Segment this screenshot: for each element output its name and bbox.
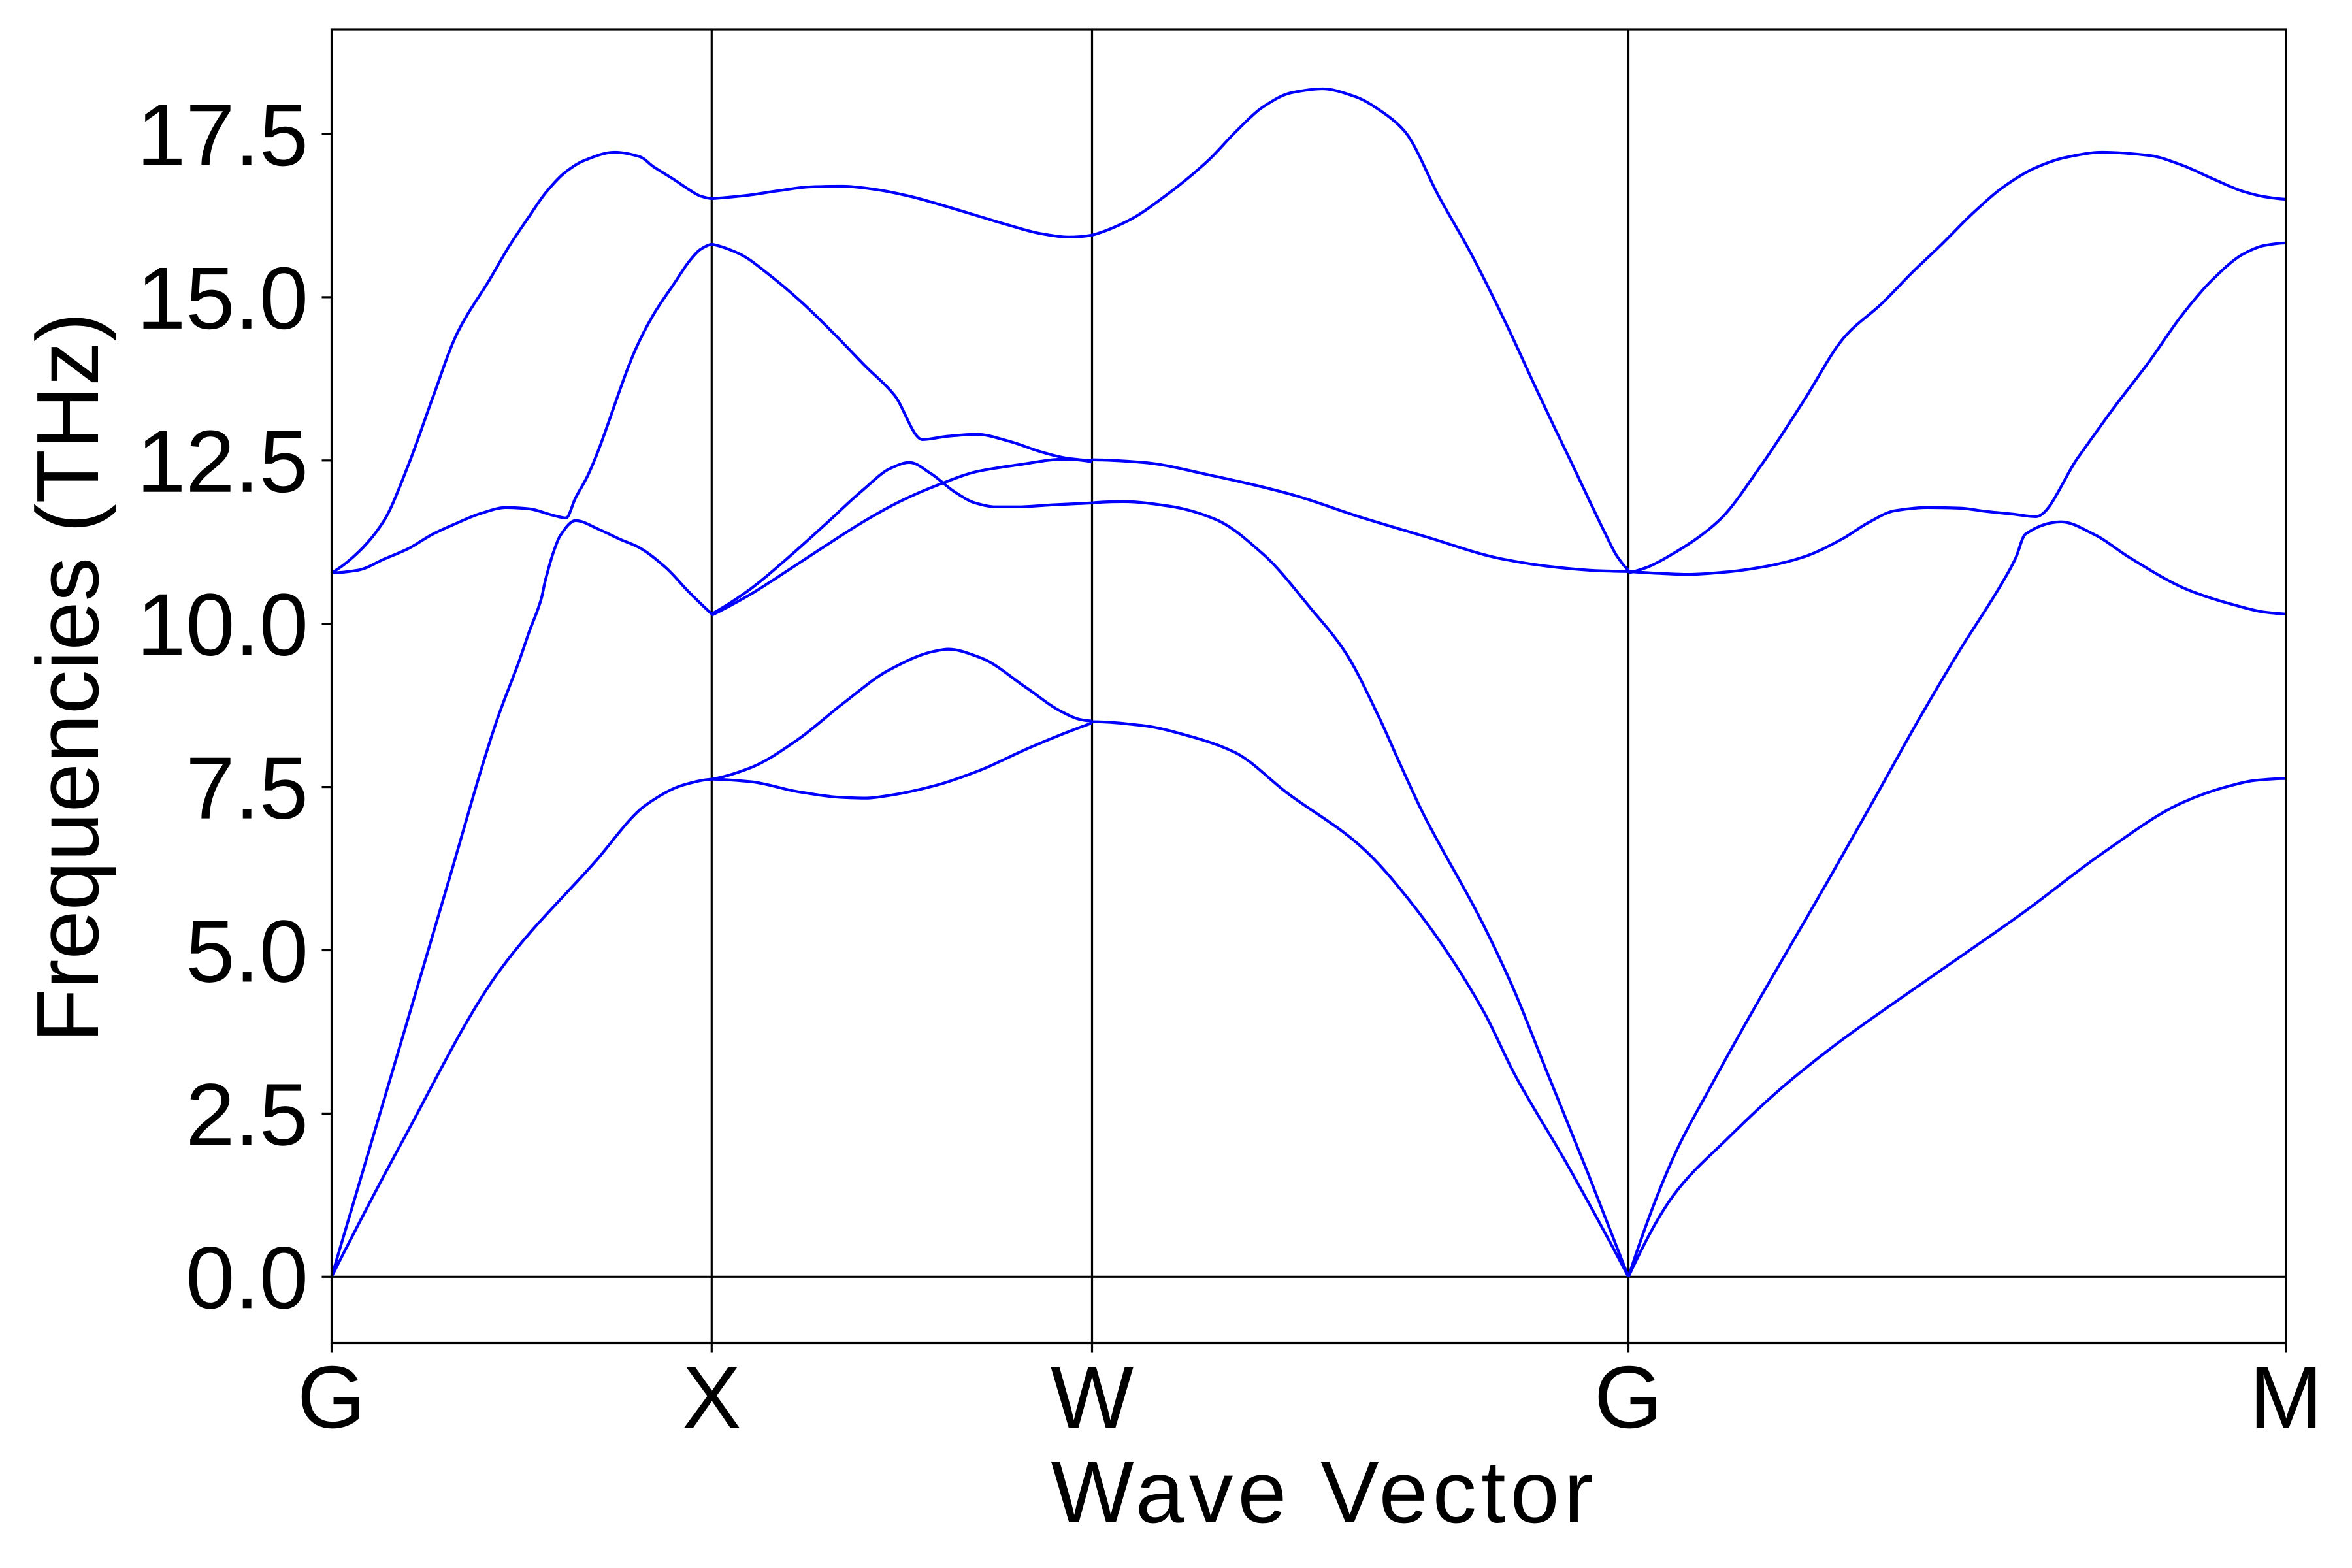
- svg-text:0.0: 0.0: [186, 1228, 308, 1327]
- svg-text:G: G: [297, 1348, 366, 1446]
- svg-text:X: X: [682, 1348, 741, 1446]
- svg-text:5.0: 5.0: [186, 902, 308, 1001]
- svg-text:G: G: [1594, 1348, 1663, 1446]
- svg-text:M: M: [2249, 1348, 2323, 1446]
- svg-text:12.5: 12.5: [137, 412, 308, 511]
- svg-text:7.5: 7.5: [186, 739, 308, 838]
- svg-text:17.5: 17.5: [137, 86, 308, 184]
- svg-text:15.0: 15.0: [137, 249, 308, 348]
- svg-text:Frequencies (THz): Frequencies (THz): [18, 312, 117, 1043]
- svg-text:Wave Vector: Wave Vector: [1051, 1443, 1597, 1541]
- svg-text:10.0: 10.0: [137, 576, 308, 674]
- svg-text:W: W: [1051, 1348, 1134, 1446]
- svg-text:2.5: 2.5: [186, 1065, 308, 1164]
